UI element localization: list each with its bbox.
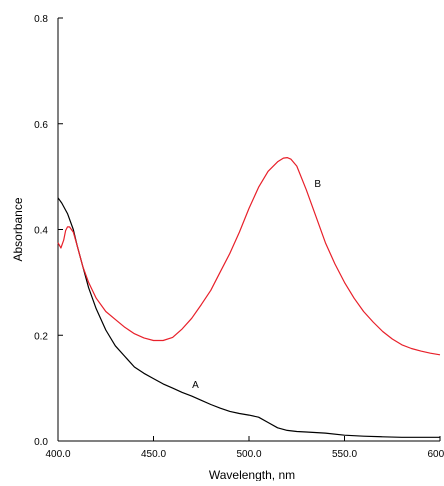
x-tick-label: 550.0: [332, 449, 357, 460]
y-tick-label: 0.6: [34, 120, 48, 131]
y-axis-title: Absorbance: [11, 197, 25, 261]
series-line-b: [58, 158, 440, 355]
x-tick-label: 600.0: [427, 449, 444, 460]
x-axis-title: Wavelength, nm: [209, 468, 295, 481]
y-tick-label: 0.0: [34, 437, 48, 448]
y-tick-label: 0.4: [34, 226, 48, 237]
x-tick-label: 450.0: [141, 449, 166, 460]
y-tick-label: 0.8: [34, 14, 48, 25]
y-tick-label: 0.2: [34, 331, 48, 342]
series-line-a: [58, 198, 440, 437]
x-tick-label: 400.0: [45, 449, 70, 460]
x-tick-label: 500.0: [236, 449, 261, 460]
series-annotation-b: B: [314, 179, 321, 190]
series-annotation-a: A: [192, 380, 199, 391]
